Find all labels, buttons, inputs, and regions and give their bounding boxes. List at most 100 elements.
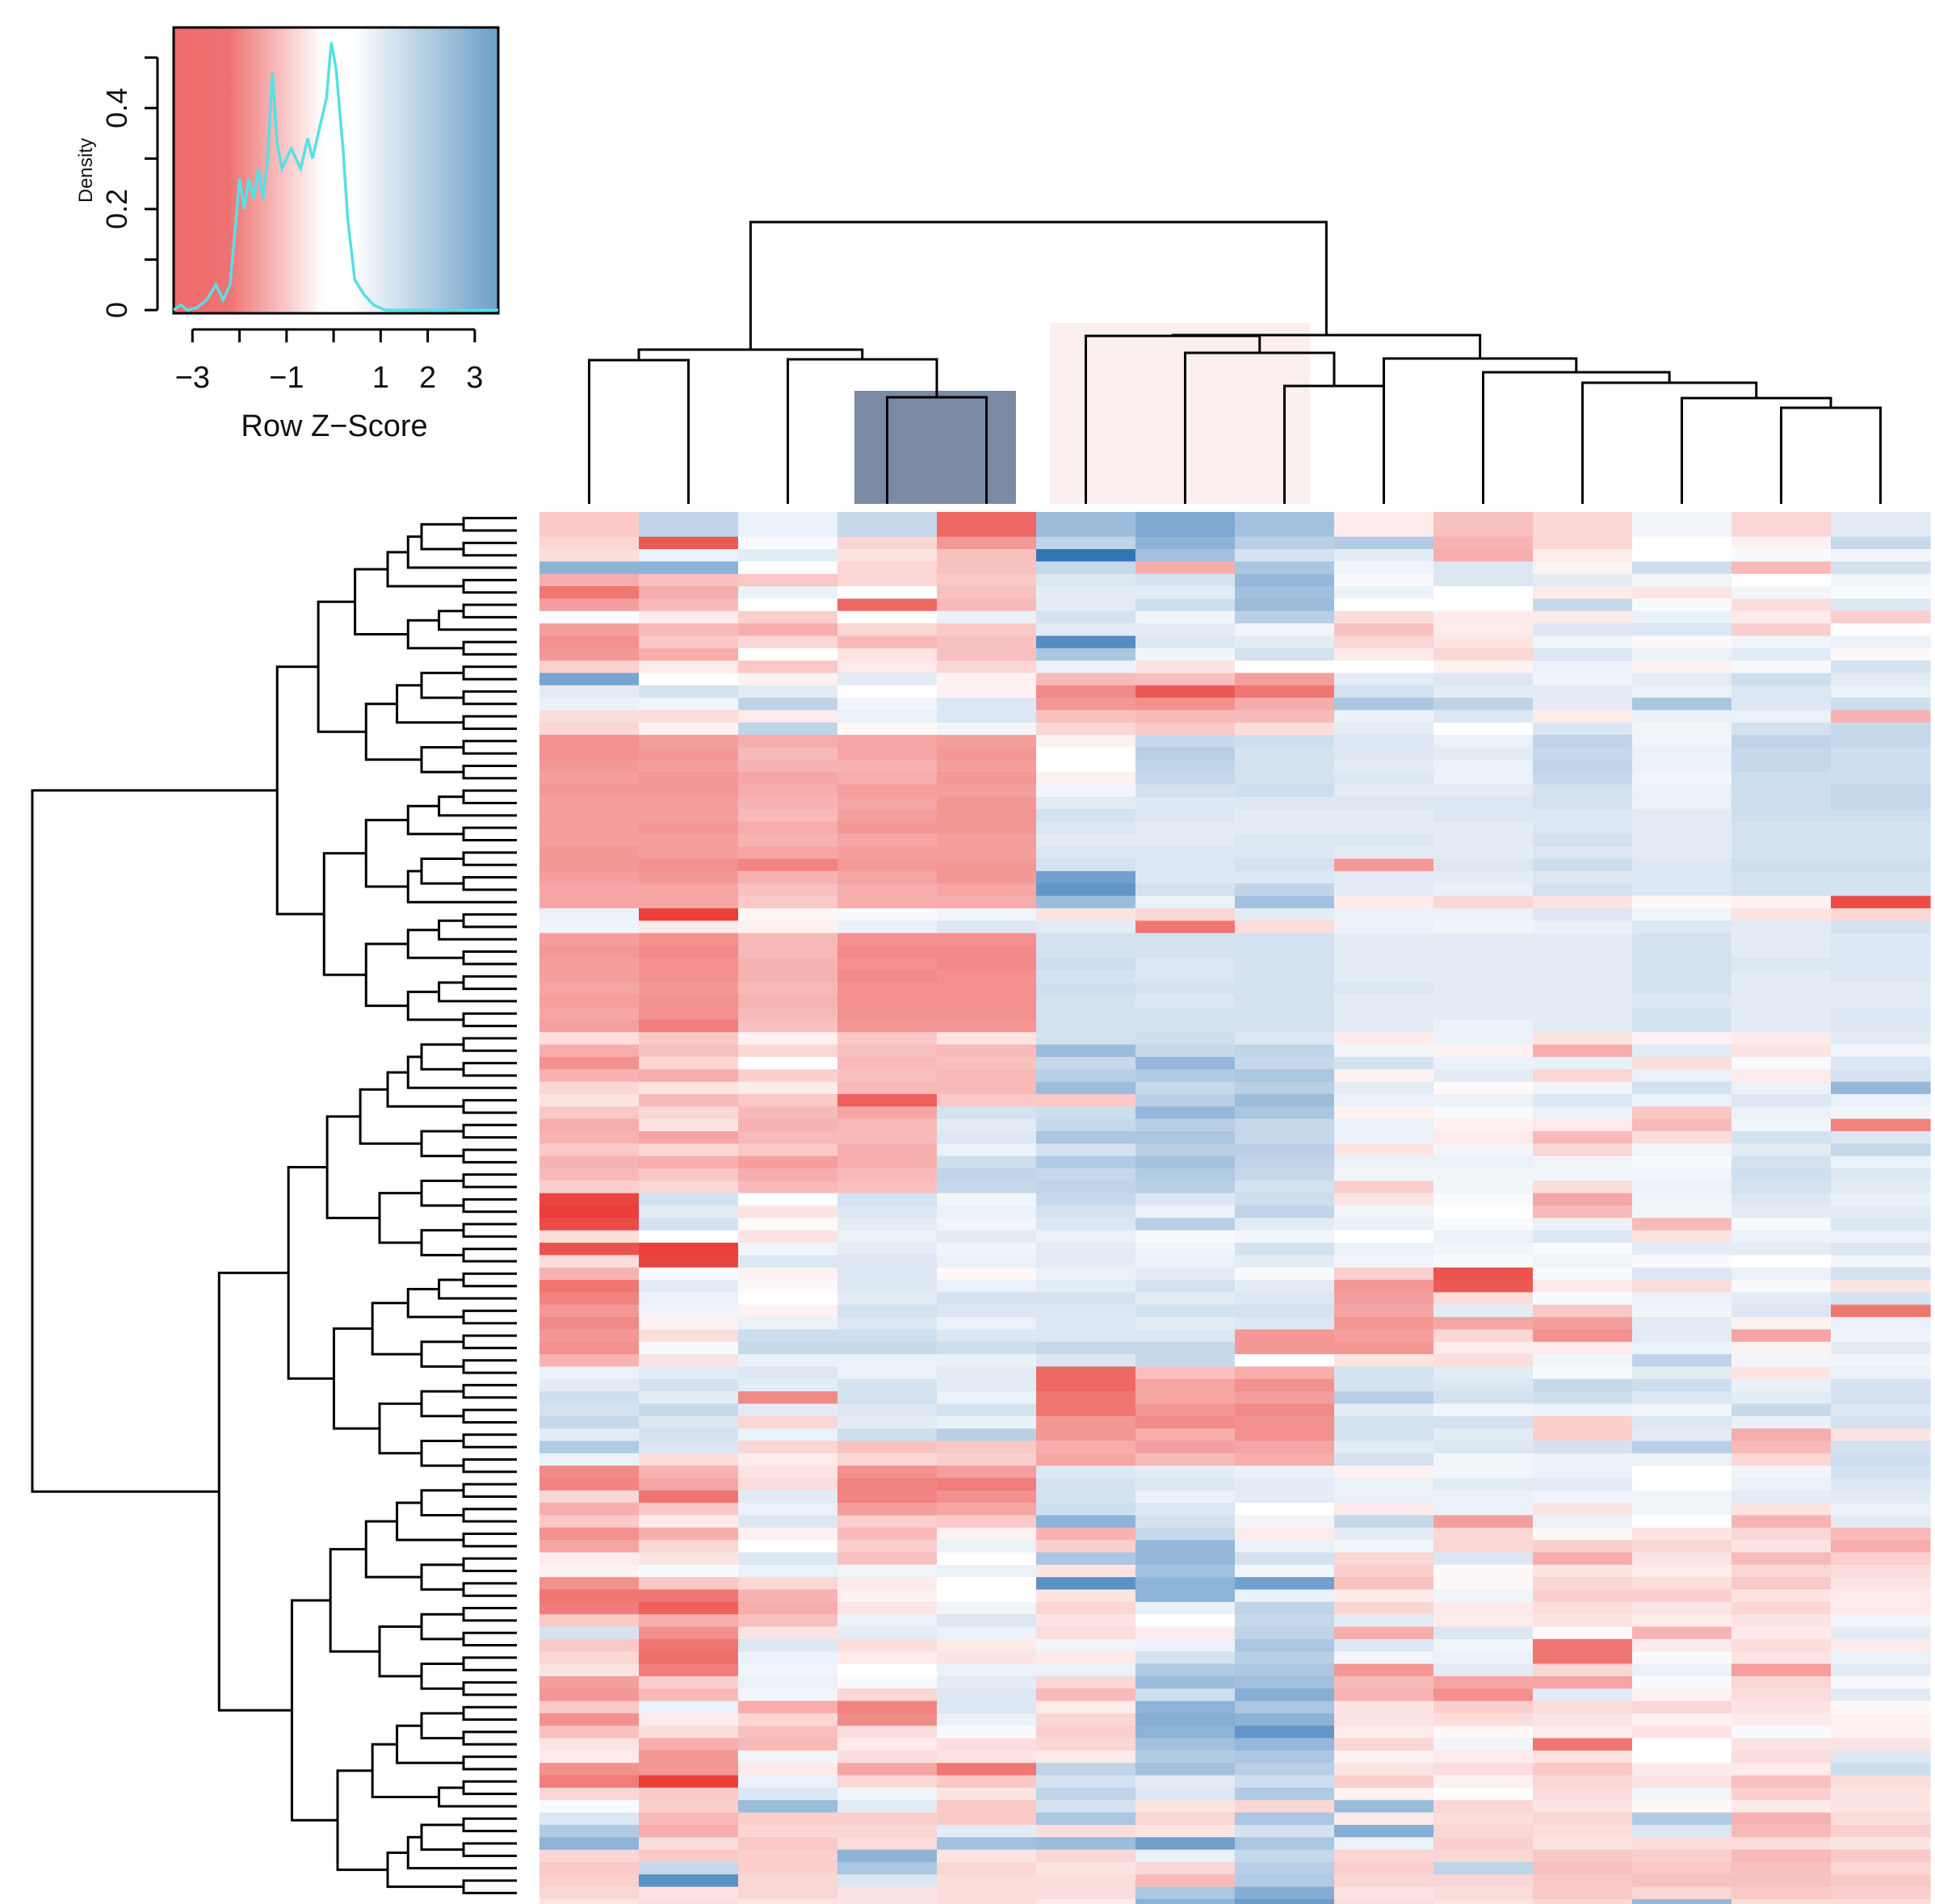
heatmap-cell [1433, 796, 1534, 810]
heatmap-cell [1334, 722, 1434, 736]
heatmap-cell [1731, 1849, 1832, 1863]
heatmap-cell [837, 610, 938, 624]
heatmap-cell [1632, 1415, 1732, 1429]
heatmap-cell [1731, 1726, 1832, 1739]
dendrogram-branch [462, 1607, 517, 1622]
heatmap-cell [1036, 1304, 1136, 1318]
heatmap-cell [539, 821, 640, 835]
heatmap-cell [1135, 883, 1236, 897]
heatmap-cell [1433, 1515, 1534, 1529]
heatmap-cell [837, 524, 938, 538]
heatmap-cell [539, 1701, 640, 1714]
heatmap-cell [1334, 1118, 1434, 1132]
dendrogram-branch [462, 764, 517, 780]
dendrogram-branch [462, 1148, 517, 1164]
heatmap-cell [639, 1056, 739, 1070]
heatmap-cell [1533, 970, 1633, 983]
heatmap-cell [639, 921, 739, 934]
heatmap-cell [1334, 908, 1434, 921]
heatmap-cell [1831, 1614, 1931, 1628]
heatmap-cell [837, 1899, 938, 1904]
heatmap-cell [1235, 908, 1335, 921]
heatmap-cell [1036, 1527, 1136, 1541]
heatmap-cell [1731, 1552, 1832, 1566]
heatmap-cell [1632, 710, 1732, 723]
heatmap-cell [1533, 796, 1633, 810]
heatmap-cell [1433, 1304, 1534, 1318]
heatmap-cell [1831, 1304, 1931, 1318]
heatmap-cell [639, 846, 739, 860]
heatmap-cell [1334, 796, 1434, 810]
heatmap-cell [937, 1118, 1037, 1132]
heatmap-cell [639, 982, 739, 996]
heatmap-cell [738, 1292, 838, 1306]
heatmap-cell [1632, 1750, 1732, 1764]
heatmap-cell [1632, 1118, 1732, 1132]
heatmap-cell [738, 858, 838, 872]
heatmap-cell [837, 870, 938, 884]
heatmap-cell [639, 524, 739, 538]
heatmap-cell [1731, 1093, 1832, 1107]
heatmap-cell [1831, 1638, 1931, 1652]
dendrogram-branch [438, 1278, 517, 1300]
heatmap-cell [539, 1366, 640, 1380]
heatmap-cell [1533, 1366, 1633, 1380]
heatmap-cell [1235, 821, 1335, 835]
heatmap-cell [937, 1230, 1037, 1243]
heatmap-cell [1831, 1800, 1931, 1814]
heatmap-cell [639, 512, 739, 525]
heatmap-cell [539, 1292, 640, 1306]
heatmap-cell [1135, 1366, 1236, 1380]
heatmap-cell [1135, 648, 1236, 661]
heatmap-cell [1433, 1130, 1534, 1144]
heatmap-cell [1334, 958, 1434, 971]
heatmap-cell [837, 1056, 938, 1070]
heatmap-cell [639, 1527, 739, 1541]
heatmap-cell [639, 735, 739, 749]
heatmap-cell [1235, 1688, 1335, 1702]
heatmap-cell [639, 895, 739, 909]
heatmap-cell [1135, 561, 1236, 575]
heatmap-cell [1135, 549, 1236, 562]
dendrogram-branch [462, 1099, 517, 1114]
heatmap-cell [1036, 1280, 1136, 1293]
heatmap-cell [1433, 1651, 1534, 1665]
heatmap-cell [1433, 1181, 1534, 1194]
heatmap-cell [738, 1243, 838, 1256]
heatmap-cell [1731, 1663, 1832, 1677]
heatmap-cell [837, 1726, 938, 1739]
heatmap-cell [639, 1391, 739, 1405]
heatmap-cell [937, 598, 1037, 612]
heatmap-cell [837, 1564, 938, 1578]
heatmap-cell [1433, 1837, 1534, 1851]
heatmap-cell [639, 1032, 739, 1046]
heatmap-cell [937, 673, 1037, 686]
heatmap-cell [1632, 1800, 1732, 1814]
heatmap-cell [1632, 821, 1732, 835]
heatmap-cell [1831, 945, 1931, 958]
heatmap-cell [1135, 1626, 1236, 1640]
heatmap-cell [837, 1577, 938, 1591]
heatmap-cell [1036, 809, 1136, 823]
heatmap-cell [1831, 1044, 1931, 1058]
heatmap-cell [1036, 1738, 1136, 1751]
heatmap-cell [1632, 1688, 1732, 1702]
heatmap-cell [837, 1106, 938, 1120]
heatmap-cell [1433, 1701, 1534, 1714]
heatmap-cell [1235, 1899, 1335, 1904]
heatmap-cell [1334, 759, 1434, 773]
heatmap-cell [1731, 1069, 1832, 1083]
heatmap-cell [1235, 1478, 1335, 1491]
heatmap-cell [1334, 945, 1434, 958]
heatmap-cell [1533, 1267, 1633, 1281]
heatmap-cell [1235, 1403, 1335, 1417]
heatmap-cell [1533, 1143, 1633, 1157]
heatmap-cell [1036, 970, 1136, 983]
heatmap-cell [639, 1441, 739, 1454]
heatmap-cell [1433, 648, 1534, 661]
heatmap-cell [738, 933, 838, 946]
heatmap-cell [937, 1601, 1037, 1615]
heatmap-cell [1235, 1614, 1335, 1628]
heatmap-cell [1334, 921, 1434, 934]
